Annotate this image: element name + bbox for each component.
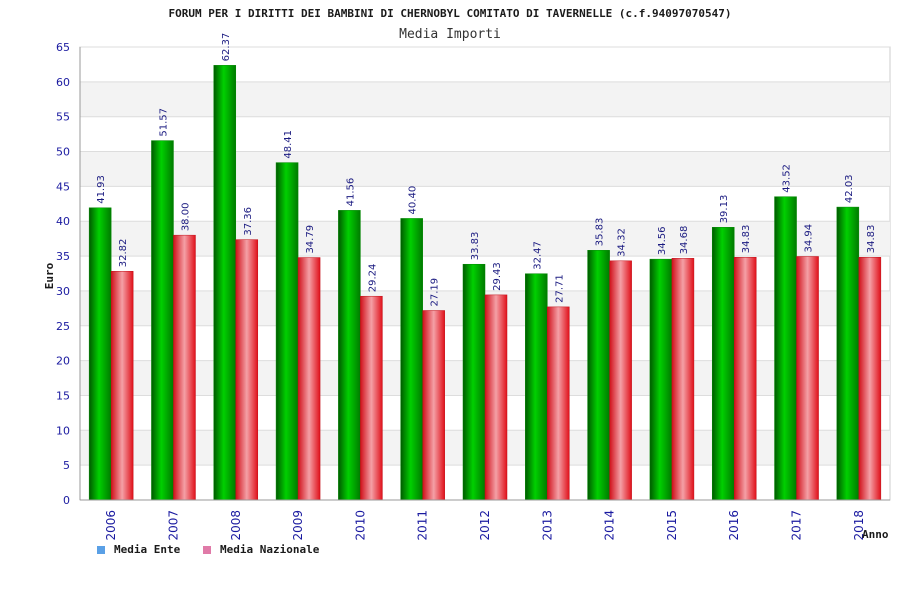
x-tick-label-2016: 2016 xyxy=(727,510,741,541)
value-label-media-ente-2007: 51.57 xyxy=(158,108,169,137)
grid-band xyxy=(80,221,890,257)
y-tick-label: 40 xyxy=(56,215,70,228)
bar-media-nazionale-2016 xyxy=(733,257,757,501)
y-axis-label: Euro xyxy=(43,262,56,289)
value-label-media-ente-2006: 41.93 xyxy=(96,175,107,204)
x-tick-label-2007: 2007 xyxy=(166,510,180,541)
chart-title: FORUM PER I DIRITTI DEI BAMBINI DI CHERN… xyxy=(169,7,732,20)
bar-media-nazionale-2009 xyxy=(297,257,321,501)
bar-media-ente-2014 xyxy=(587,250,610,501)
x-tick-label-2010: 2010 xyxy=(353,510,367,541)
bar-media-ente-2011 xyxy=(400,218,423,501)
value-label-media-nazionale-2009: 34.79 xyxy=(305,225,316,254)
bar-media-ente-2009 xyxy=(275,162,299,501)
value-label-media-ente-2011: 40.40 xyxy=(408,186,419,215)
legend-label-media-ente: Media Ente xyxy=(114,543,181,556)
y-tick-label: 20 xyxy=(56,355,70,368)
x-tick-label-2017: 2017 xyxy=(790,510,804,541)
legend-swatch-media-ente xyxy=(97,546,105,554)
value-label-media-ente-2010: 41.56 xyxy=(345,178,356,207)
y-tick-label: 65 xyxy=(56,41,70,54)
y-tick-label: 60 xyxy=(56,76,70,89)
bar-media-nazionale-2015 xyxy=(671,258,695,501)
x-tick-label-2014: 2014 xyxy=(603,510,617,541)
value-label-media-nazionale-2008: 37.36 xyxy=(243,207,254,236)
legend-swatch-media-nazionale xyxy=(203,546,211,554)
value-label-media-ente-2016: 39.13 xyxy=(719,195,730,224)
bar-media-nazionale-2007 xyxy=(173,234,196,501)
y-tick-label: 35 xyxy=(56,250,70,263)
bar-media-ente-2008 xyxy=(213,65,237,501)
x-tick-label-2009: 2009 xyxy=(291,510,305,541)
value-label-media-ente-2013: 32.47 xyxy=(532,241,543,270)
y-tick-label: 15 xyxy=(56,389,70,402)
y-tick-label: 50 xyxy=(56,146,70,159)
x-tick-label-2006: 2006 xyxy=(104,510,118,541)
grid-band xyxy=(80,151,890,187)
chart-subtitle: Media Importi xyxy=(399,27,501,42)
bar-media-ente-2010 xyxy=(338,210,361,501)
value-label-media-ente-2009: 48.41 xyxy=(283,130,294,159)
y-axis-ticks: 0 5 10 15 20 25 30 35 40 45 50 55 60 65 xyxy=(56,41,70,507)
value-labels: 41.93 32.82 51.57 38.00 62.37 37.36 48.41 34.79… xyxy=(96,33,877,307)
x-tick-label-2012: 2012 xyxy=(478,510,492,541)
bar-media-ente-2016 xyxy=(711,227,735,501)
bar-media-ente-2007 xyxy=(151,140,174,501)
bar-media-nazionale-2013 xyxy=(547,306,570,501)
value-label-media-nazionale-2013: 27.71 xyxy=(554,274,565,303)
x-tick-label-2011: 2011 xyxy=(416,510,430,541)
bar-media-ente-2015 xyxy=(649,258,673,501)
bar-media-ente-2012 xyxy=(462,263,486,501)
bar-media-nazionale-2006 xyxy=(110,271,134,501)
y-tick-label: 5 xyxy=(63,459,70,472)
bar-media-ente-2017 xyxy=(774,196,797,501)
bar-media-nazionale-2008 xyxy=(235,239,259,501)
value-label-media-nazionale-2016: 34.83 xyxy=(741,225,752,254)
bar-media-nazionale-2018 xyxy=(858,257,882,501)
value-label-media-nazionale-2015: 34.68 xyxy=(679,226,690,255)
bar-media-ente-2018 xyxy=(836,206,860,501)
value-label-media-ente-2017: 43.52 xyxy=(782,164,793,193)
value-label-media-nazionale-2014: 34.32 xyxy=(617,228,628,257)
legend: Media Ente Media Nazionale xyxy=(97,543,320,556)
y-tick-label: 25 xyxy=(56,320,70,333)
y-tick-label: 55 xyxy=(56,111,70,124)
grid-band xyxy=(80,81,890,117)
x-tick-label-2008: 2008 xyxy=(229,510,243,541)
x-tick-label-2015: 2015 xyxy=(665,510,679,541)
y-tick-label: 10 xyxy=(56,424,70,437)
bar-media-nazionale-2010 xyxy=(360,295,383,501)
bar-media-nazionale-2012 xyxy=(484,294,508,501)
x-tick-label-2013: 2013 xyxy=(540,510,554,541)
x-axis-label: Anno xyxy=(862,528,889,541)
bar-media-nazionale-2017 xyxy=(796,256,819,501)
y-tick-label: 30 xyxy=(56,285,70,298)
y-tick-label: 0 xyxy=(63,494,70,507)
bar-media-ente-2013 xyxy=(525,273,548,501)
bars xyxy=(88,65,882,501)
value-label-media-nazionale-2006: 32.82 xyxy=(118,239,129,268)
bar-media-nazionale-2011 xyxy=(422,310,445,501)
x-axis-ticks: 2006 2007 2008 2009 2010 2011 2012 2013 2014 2015… xyxy=(104,510,866,541)
value-label-media-nazionale-2017: 34.94 xyxy=(804,224,815,253)
legend-label-media-nazionale: Media Nazionale xyxy=(220,543,320,556)
value-label-media-ente-2018: 42.03 xyxy=(844,174,855,203)
value-label-media-nazionale-2007: 38.00 xyxy=(180,203,191,232)
x-tick-label-2018: 2018 xyxy=(852,510,866,541)
bar-media-ente-2006 xyxy=(88,207,112,501)
value-label-media-ente-2008: 62.37 xyxy=(221,33,232,62)
value-label-media-nazionale-2018: 34.83 xyxy=(866,225,877,254)
value-label-media-ente-2014: 35.83 xyxy=(595,218,606,247)
value-label-media-nazionale-2011: 27.19 xyxy=(430,278,441,307)
value-label-media-ente-2015: 34.56 xyxy=(657,227,668,256)
value-label-media-nazionale-2010: 29.24 xyxy=(367,264,378,293)
value-label-media-ente-2012: 33.83 xyxy=(470,232,481,261)
value-label-media-nazionale-2012: 29.43 xyxy=(492,262,503,291)
y-tick-label: 45 xyxy=(56,180,70,193)
bar-media-nazionale-2014 xyxy=(609,260,632,501)
